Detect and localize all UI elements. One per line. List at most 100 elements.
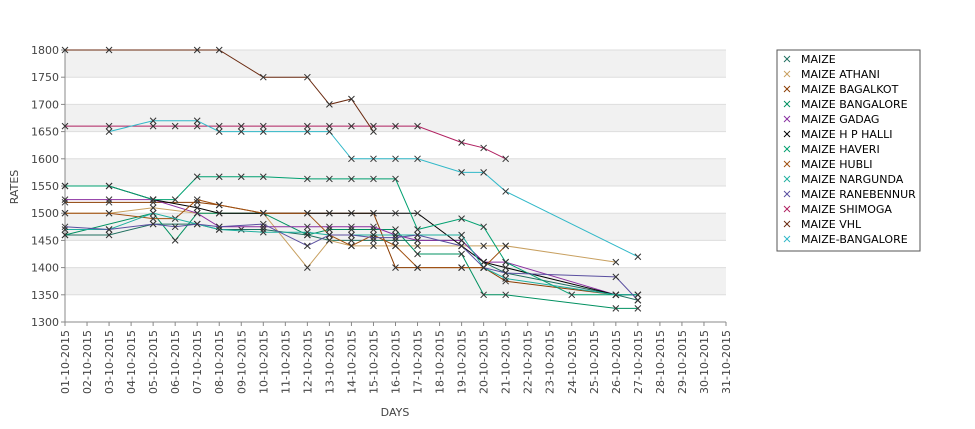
data-point xyxy=(392,226,399,233)
data-point xyxy=(61,196,69,203)
data-point xyxy=(61,46,69,54)
series-line xyxy=(65,176,638,296)
x-tick-label: 02-10-2015 xyxy=(81,330,94,394)
legend-item: MAIZE xyxy=(783,53,836,66)
data-point xyxy=(304,223,311,231)
legend-marker xyxy=(783,115,791,123)
y-tick-label: 1750 xyxy=(31,71,59,84)
data-point xyxy=(171,237,179,244)
data-point xyxy=(348,231,355,239)
data-point xyxy=(304,73,311,81)
data-point xyxy=(259,122,267,130)
data-point xyxy=(480,264,487,271)
data-point xyxy=(502,155,510,163)
data-point xyxy=(105,46,113,54)
data-point xyxy=(105,226,113,233)
data-point xyxy=(348,95,355,103)
x-tick-label: 06-10-2015 xyxy=(169,330,182,394)
x-tick-label: 19-10-2015 xyxy=(456,330,469,394)
data-point xyxy=(61,226,69,233)
data-point xyxy=(480,169,487,176)
data-point xyxy=(105,128,113,135)
data-point xyxy=(612,305,620,312)
x-tick-label: 26-10-2015 xyxy=(610,330,623,394)
data-point xyxy=(414,226,421,233)
data-point xyxy=(348,175,355,183)
y-axis-title: RATES xyxy=(8,170,21,205)
data-point xyxy=(304,228,311,236)
data-point xyxy=(326,223,333,231)
legend-label: MAIZE HAVERI xyxy=(801,143,880,156)
data-point xyxy=(149,215,157,222)
data-point xyxy=(237,226,245,233)
data-point xyxy=(259,228,267,236)
data-point xyxy=(414,122,421,130)
series-layer xyxy=(61,46,642,312)
data-point xyxy=(193,46,201,54)
data-point xyxy=(392,122,399,130)
data-point xyxy=(237,128,245,135)
data-point xyxy=(326,231,333,239)
data-point xyxy=(149,122,157,130)
data-point xyxy=(61,198,69,206)
legend-marker xyxy=(783,220,791,228)
data-point xyxy=(502,269,510,277)
data-point xyxy=(612,258,620,266)
data-point xyxy=(480,242,487,250)
legend-label: MAIZE-BANGALORE xyxy=(801,233,908,246)
legend-marker xyxy=(783,205,791,213)
legend-item: MAIZE SHIMOGA xyxy=(783,203,892,216)
data-point xyxy=(392,155,399,163)
data-point xyxy=(304,264,311,271)
data-point xyxy=(259,173,267,181)
data-point xyxy=(414,209,421,217)
data-point xyxy=(392,237,399,244)
x-tick-label: 08-10-2015 xyxy=(213,330,226,394)
data-point xyxy=(326,128,333,135)
data-point xyxy=(392,242,399,250)
data-point xyxy=(326,237,333,244)
data-point xyxy=(259,128,267,135)
data-point xyxy=(304,128,311,135)
data-point xyxy=(392,264,399,271)
data-point xyxy=(370,175,377,183)
legend-item: MAIZE ATHANI xyxy=(783,68,880,81)
data-point xyxy=(458,242,465,250)
x-tick-label: 25-10-2015 xyxy=(588,330,601,394)
legend-label: MAIZE VHL xyxy=(801,218,862,231)
data-point xyxy=(215,223,223,231)
y-tick-label: 1400 xyxy=(31,262,59,275)
y-tick-label: 1550 xyxy=(31,180,59,193)
legend-item: MAIZE BAGALKOT xyxy=(783,83,899,96)
data-point xyxy=(414,242,421,250)
data-point xyxy=(61,122,69,130)
data-point xyxy=(193,196,201,203)
data-point xyxy=(171,122,179,130)
x-tick-label: 07-10-2015 xyxy=(191,330,204,394)
data-point xyxy=(480,291,487,299)
data-point xyxy=(634,253,642,261)
series-maize-vhl xyxy=(61,46,377,135)
x-tick-label: 29-10-2015 xyxy=(676,330,689,394)
y-tick-label: 1600 xyxy=(31,153,59,166)
legend-marker xyxy=(783,70,791,78)
legend-marker xyxy=(783,190,791,198)
data-point xyxy=(414,264,421,271)
grid-band xyxy=(65,158,726,186)
legend-marker xyxy=(783,160,791,168)
data-point xyxy=(348,226,355,233)
data-point xyxy=(105,209,113,217)
x-tick-label: 21-10-2015 xyxy=(500,330,513,394)
series-maize-ranebennur xyxy=(61,220,642,304)
x-tick-label: 17-10-2015 xyxy=(412,330,425,394)
legend-label: MAIZE GADAG xyxy=(801,113,879,126)
data-point xyxy=(149,204,157,212)
x-tick-label: 24-10-2015 xyxy=(566,330,579,394)
legend-item: MAIZE GADAG xyxy=(783,113,879,126)
x-tick-label: 04-10-2015 xyxy=(125,330,138,394)
data-point xyxy=(61,231,69,239)
data-point xyxy=(392,175,399,183)
x-tick-label: 03-10-2015 xyxy=(103,330,116,394)
data-point xyxy=(502,188,510,195)
